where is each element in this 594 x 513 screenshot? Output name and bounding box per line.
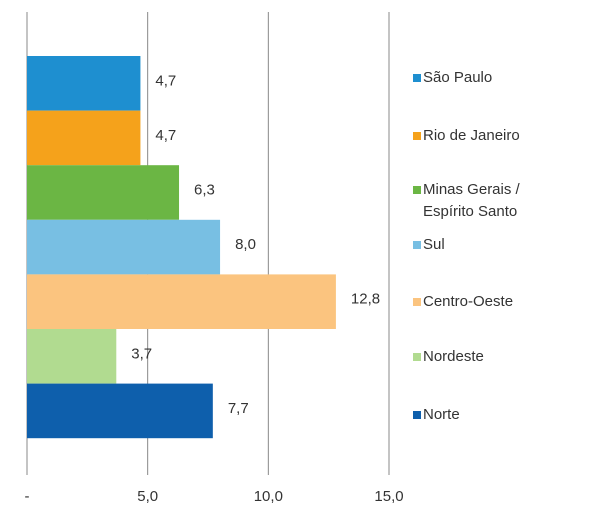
legend-label: Norte — [423, 406, 460, 423]
bar — [27, 165, 180, 220]
bar — [27, 219, 221, 275]
legend-label: São Paulo — [423, 69, 493, 86]
legend-label: Centro-Oeste — [423, 293, 514, 310]
legend-item: Minas Gerais / Espírito Santo — [413, 179, 563, 223]
legend-swatch — [413, 353, 421, 361]
x-tick-label: 10,0 — [254, 488, 283, 505]
x-tick-label: 15,0 — [374, 488, 403, 505]
legend-item: Centro-Oeste — [413, 291, 563, 313]
value-label: 6,3 — [194, 181, 215, 198]
value-label: 4,7 — [155, 72, 176, 89]
value-label: 7,7 — [228, 400, 249, 417]
legend-item: São Paulo — [413, 67, 563, 89]
bar — [27, 274, 336, 329]
legend-label: Nordeste — [423, 348, 484, 365]
legend-label: Rio de Janeiro — [423, 127, 520, 144]
legend-item: Sul — [413, 234, 563, 256]
value-label: 4,7 — [155, 127, 176, 144]
bar — [27, 110, 141, 166]
bar — [27, 56, 141, 111]
legend-item: Rio de Janeiro — [413, 125, 563, 147]
legend-swatch — [413, 411, 421, 419]
value-label: 8,0 — [235, 236, 256, 253]
legend-swatch — [413, 186, 421, 194]
x-tick-label: 5,0 — [137, 488, 158, 505]
legend-item: Nordeste — [413, 346, 563, 368]
legend-label: Minas Gerais / Espírito Santo — [423, 181, 520, 220]
value-label: 3,7 — [131, 345, 152, 362]
legend-label: Sul — [423, 236, 445, 253]
legend-swatch — [413, 74, 421, 82]
bar — [27, 383, 213, 439]
value-label: 12,8 — [351, 291, 380, 308]
bar — [27, 329, 117, 384]
legend-item: Norte — [413, 404, 563, 426]
legend-swatch — [413, 298, 421, 306]
legend-swatch — [413, 241, 421, 249]
x-tick-label: - — [25, 488, 30, 505]
legend-swatch — [413, 132, 421, 140]
